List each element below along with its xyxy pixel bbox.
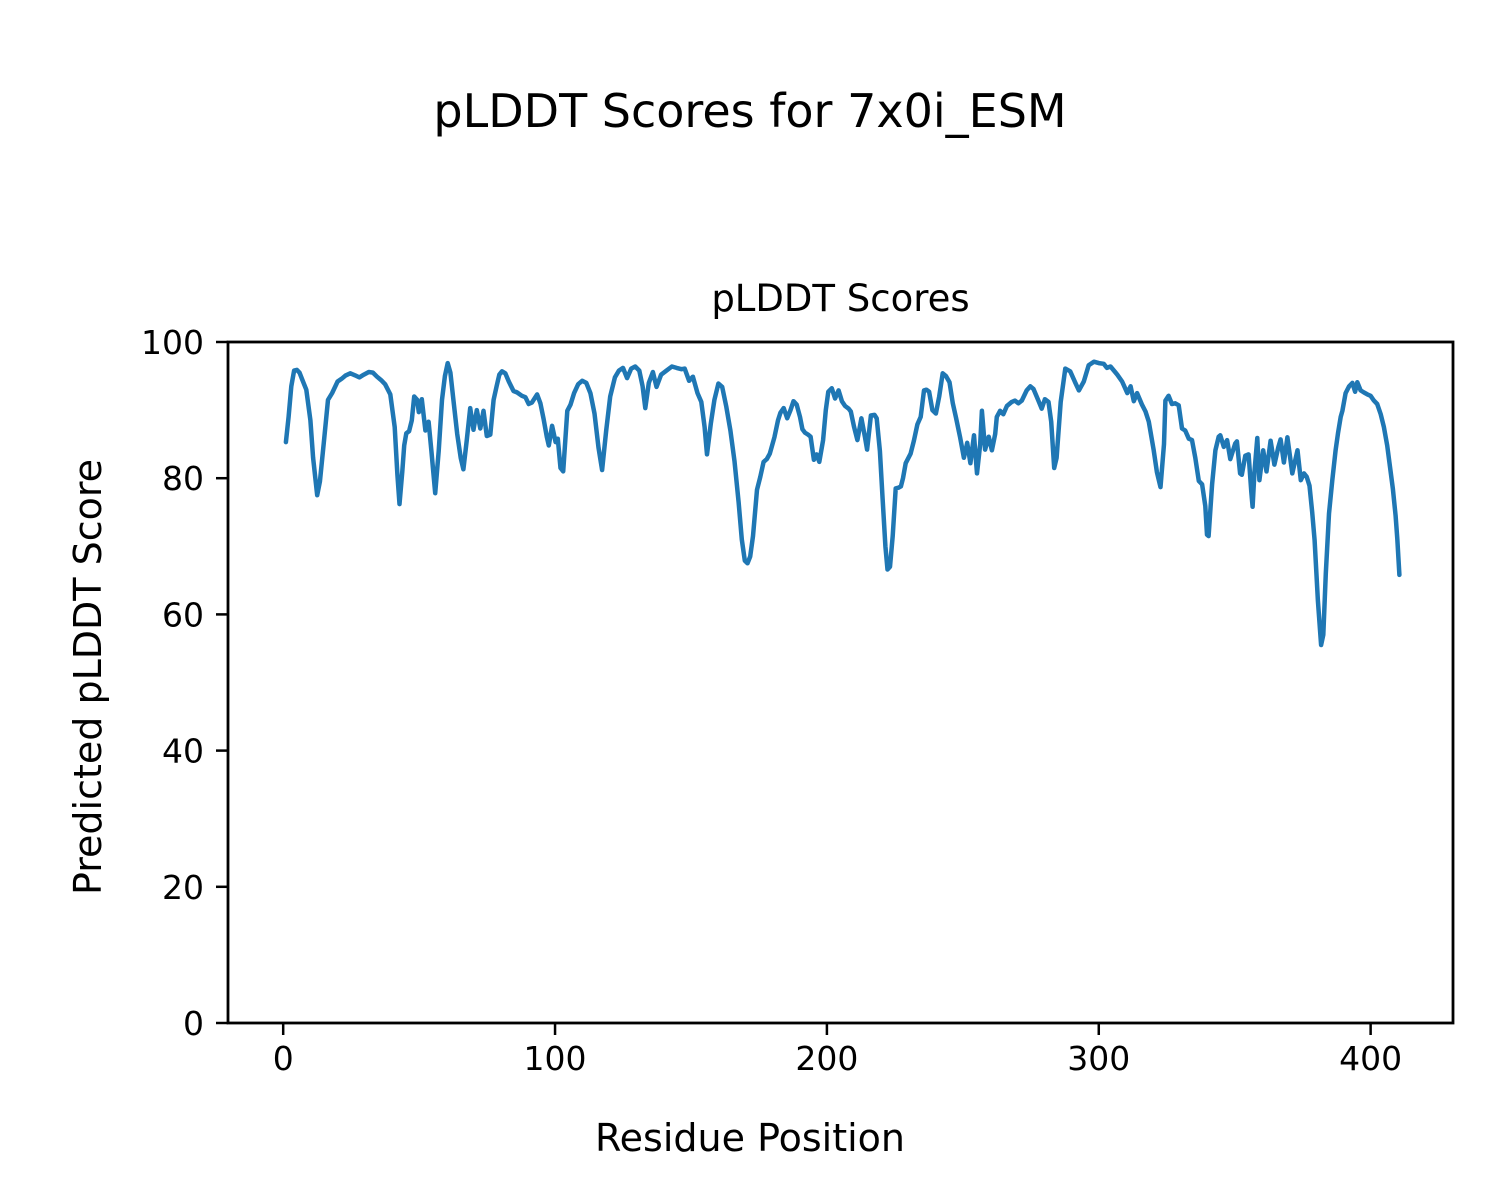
y-tick-label: 100 xyxy=(141,323,204,362)
x-tick-label: 400 xyxy=(1339,1039,1402,1078)
y-tick-label: 60 xyxy=(162,595,204,634)
x-tick-label: 200 xyxy=(795,1039,858,1078)
y-tick-label: 40 xyxy=(162,732,204,771)
y-tick-label: 0 xyxy=(183,1004,204,1043)
x-axis-label: Residue Position xyxy=(594,1116,906,1160)
axes-title: pLDDT Scores xyxy=(711,277,970,320)
x-tick-label: 0 xyxy=(273,1039,294,1078)
y-tick-label: 20 xyxy=(162,868,204,907)
plddt-line xyxy=(283,359,1402,648)
axes-border xyxy=(226,340,1455,1025)
figure-title: pLDDT Scores for 7x0i_ESM xyxy=(433,84,1067,138)
y-axis-label: Predicted pLDDT Score xyxy=(66,459,110,895)
x-tick-label: 300 xyxy=(1067,1039,1130,1078)
y-tick-label: 80 xyxy=(162,459,204,498)
x-tick-label: 100 xyxy=(524,1039,587,1078)
